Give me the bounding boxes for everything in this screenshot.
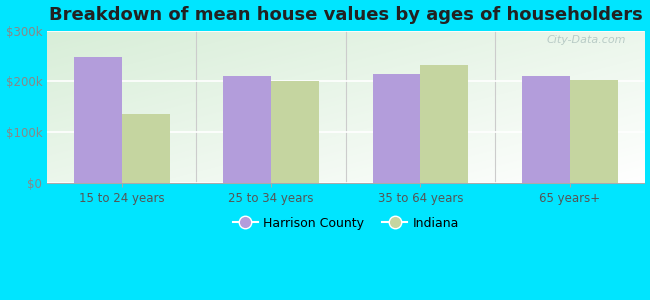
Text: City-Data.com: City-Data.com <box>547 35 627 45</box>
Bar <box>271 81 319 183</box>
Bar <box>372 74 421 183</box>
Title: Breakdown of mean house values by ages of householders: Breakdown of mean house values by ages o… <box>49 6 643 24</box>
Bar <box>522 76 570 183</box>
Bar <box>421 65 468 183</box>
Bar <box>74 57 122 183</box>
Legend: Harrison County, Indiana: Harrison County, Indiana <box>227 212 464 235</box>
Bar <box>224 76 271 183</box>
Bar <box>570 80 617 183</box>
Bar <box>122 114 170 183</box>
